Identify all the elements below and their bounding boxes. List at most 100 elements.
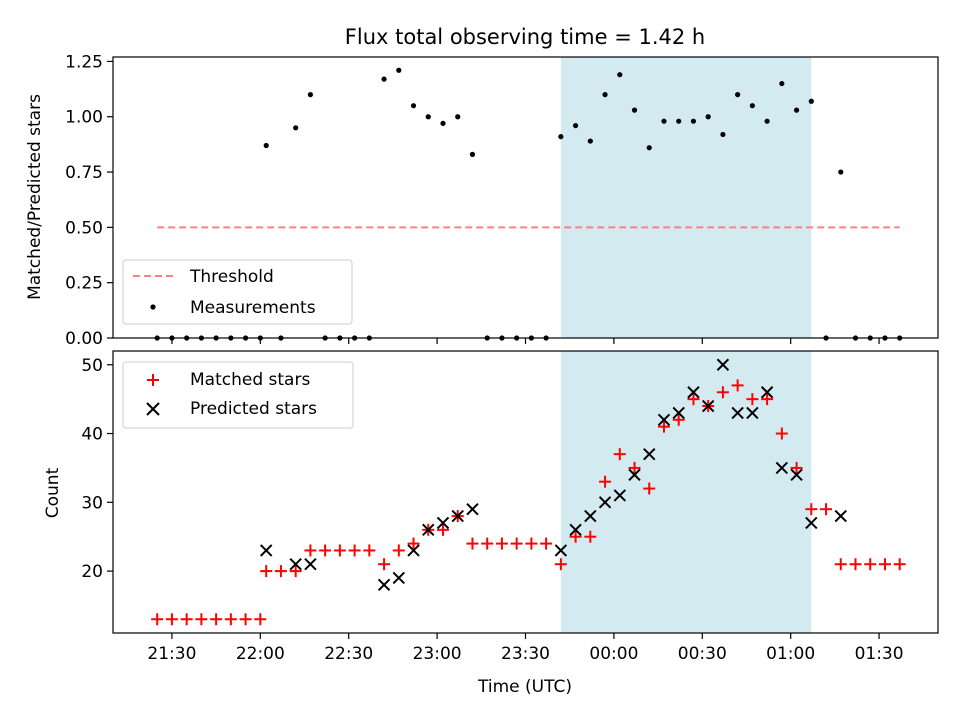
bottom-panel: 20 30 40 50 21:30 22:00 22:30 23:00 23:30 00:00 00… [81,350,939,664]
matched-stars-point [481,537,494,550]
matched-stars-point [687,393,700,406]
measurement-point [735,92,741,98]
top-y-tick-label: 1.25 [65,52,103,72]
matched-stars-point [878,558,891,571]
matched-stars-point [657,420,670,433]
measurement-point [705,114,711,120]
matched-stars-point [274,565,287,578]
predicted-stars-point [731,406,744,420]
matched-stars-point [540,537,553,550]
bottom-shaded-region [560,351,812,633]
top-panel: 0.00 0.25 0.50 0.75 1.00 1.25 [65,52,939,349]
measurement-point [808,98,814,104]
top-legend: Threshold Measurements [122,259,353,325]
top-y-tick-label: 0.25 [65,274,103,294]
top-y-axis-label: Matched/Predicted stars [25,94,45,300]
matched-stars-point [510,537,523,550]
predicted-stars-point [289,558,302,571]
matched-stars-point [392,544,405,557]
matched-stars-point [584,530,597,543]
bottom-y-axis-label: Count [43,467,63,518]
chart-title: Flux total observing time = 1.42 h [345,25,705,49]
predicted-stars-point [687,386,700,399]
x-tick-label: 22:30 [324,644,373,664]
x-tick-label: 23:30 [501,644,550,664]
matched-stars-point [790,461,803,474]
x-tick-label: 21:30 [147,644,196,664]
bottom-legend-frame [122,361,354,429]
matched-stars-point [180,613,193,626]
predicted-stars-point [790,468,803,482]
measurement-point [587,138,593,144]
measurement-point [381,76,387,82]
measurement-point [793,107,800,113]
matched-stars-point [348,544,361,557]
bottom-legend: Matched stars Predicted stars [122,361,354,429]
measurement-point [263,142,269,149]
matched-stars-point [239,613,252,626]
predicted-stars-point [834,509,847,523]
measurement-point [676,118,682,124]
predicted-stars-point [466,502,479,516]
matched-stars-point [643,482,656,495]
legend-predicted-swatch [146,402,160,416]
measurement-point [646,145,652,151]
matched-stars-point [525,537,538,550]
matched-stars-point [716,386,729,399]
x-axis-label: Time (UTC) [477,677,572,697]
bottom-y-tick-label: 20 [81,562,103,582]
matched-stars-point [165,613,178,626]
measurement-point [690,118,697,124]
matched-stars-point [746,393,759,406]
predicted-stars-point [598,496,612,509]
measurement-point [455,114,461,120]
predicted-stars-point [377,578,391,592]
bottom-y-tick-label: 50 [81,356,103,376]
matched-stars-point [569,530,582,543]
measurement-point [617,72,623,78]
legend-measurements-label: Measurements [190,298,316,318]
x-tick-label: 00:00 [589,644,638,664]
matched-stars-point [151,613,164,626]
measurement-point [572,122,579,129]
predicted-stars-point [569,523,582,537]
predicted-stars-point [775,461,789,475]
matched-stars-point [775,427,788,440]
predicted-stars-point [805,516,818,530]
predicted-stars-point [422,523,435,537]
predicted-stars-point [760,386,774,399]
measurement-point [779,80,785,87]
predicted-stars-point [260,544,273,557]
matched-stars-point [805,503,818,516]
matched-stars-point [495,537,508,550]
measurement-point [307,92,314,98]
matched-stars-point [195,613,208,626]
matched-stars-point [849,558,862,571]
predicted-stars-point [304,558,317,571]
measurement-point [425,114,431,120]
measurement-point [440,120,446,126]
predicted-stars-point [746,406,759,420]
predicted-stars-point [392,571,406,585]
legend-threshold-label: Threshold [189,267,274,287]
measurement-point [749,103,755,109]
predicted-stars-point [657,413,671,426]
predicted-stars-point [701,399,715,413]
matched-stars-point [407,537,420,550]
measurement-point [558,134,564,140]
predicted-stars-point [451,509,464,523]
measurement-point [293,125,299,131]
matched-stars-point [731,379,744,392]
top-y-tick-label: 0.75 [65,163,103,183]
matched-stars-point [761,393,774,406]
top-y-tick-label: 0.00 [65,329,103,349]
matched-stars-point [224,613,237,626]
matched-stars-point [554,558,567,571]
predicted-stars-point [628,468,641,482]
measurement-point [396,67,402,73]
predicted-stars-point [613,489,626,502]
matched-stars-point [333,544,346,557]
matched-stars-point [820,503,833,516]
measurement-point [602,92,608,98]
